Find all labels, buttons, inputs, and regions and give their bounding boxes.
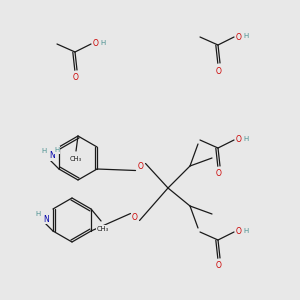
Text: CH₃: CH₃ bbox=[70, 156, 82, 162]
Text: H: H bbox=[100, 40, 105, 46]
Text: H: H bbox=[36, 211, 41, 217]
Text: O: O bbox=[216, 169, 222, 178]
Text: H: H bbox=[54, 147, 60, 153]
Text: CH₃: CH₃ bbox=[97, 226, 109, 232]
Text: H: H bbox=[42, 148, 47, 154]
Text: O: O bbox=[93, 40, 99, 49]
Text: O: O bbox=[236, 136, 242, 145]
Text: O: O bbox=[216, 67, 222, 76]
Text: O: O bbox=[138, 162, 143, 171]
Text: N: N bbox=[43, 214, 49, 224]
Text: O: O bbox=[236, 227, 242, 236]
Text: H: H bbox=[243, 33, 248, 39]
Text: N: N bbox=[49, 152, 55, 160]
Text: O: O bbox=[132, 213, 137, 222]
Text: H: H bbox=[243, 136, 248, 142]
Text: O: O bbox=[73, 74, 79, 82]
Text: O: O bbox=[236, 32, 242, 41]
Text: O: O bbox=[216, 262, 222, 271]
Text: H: H bbox=[243, 228, 248, 234]
